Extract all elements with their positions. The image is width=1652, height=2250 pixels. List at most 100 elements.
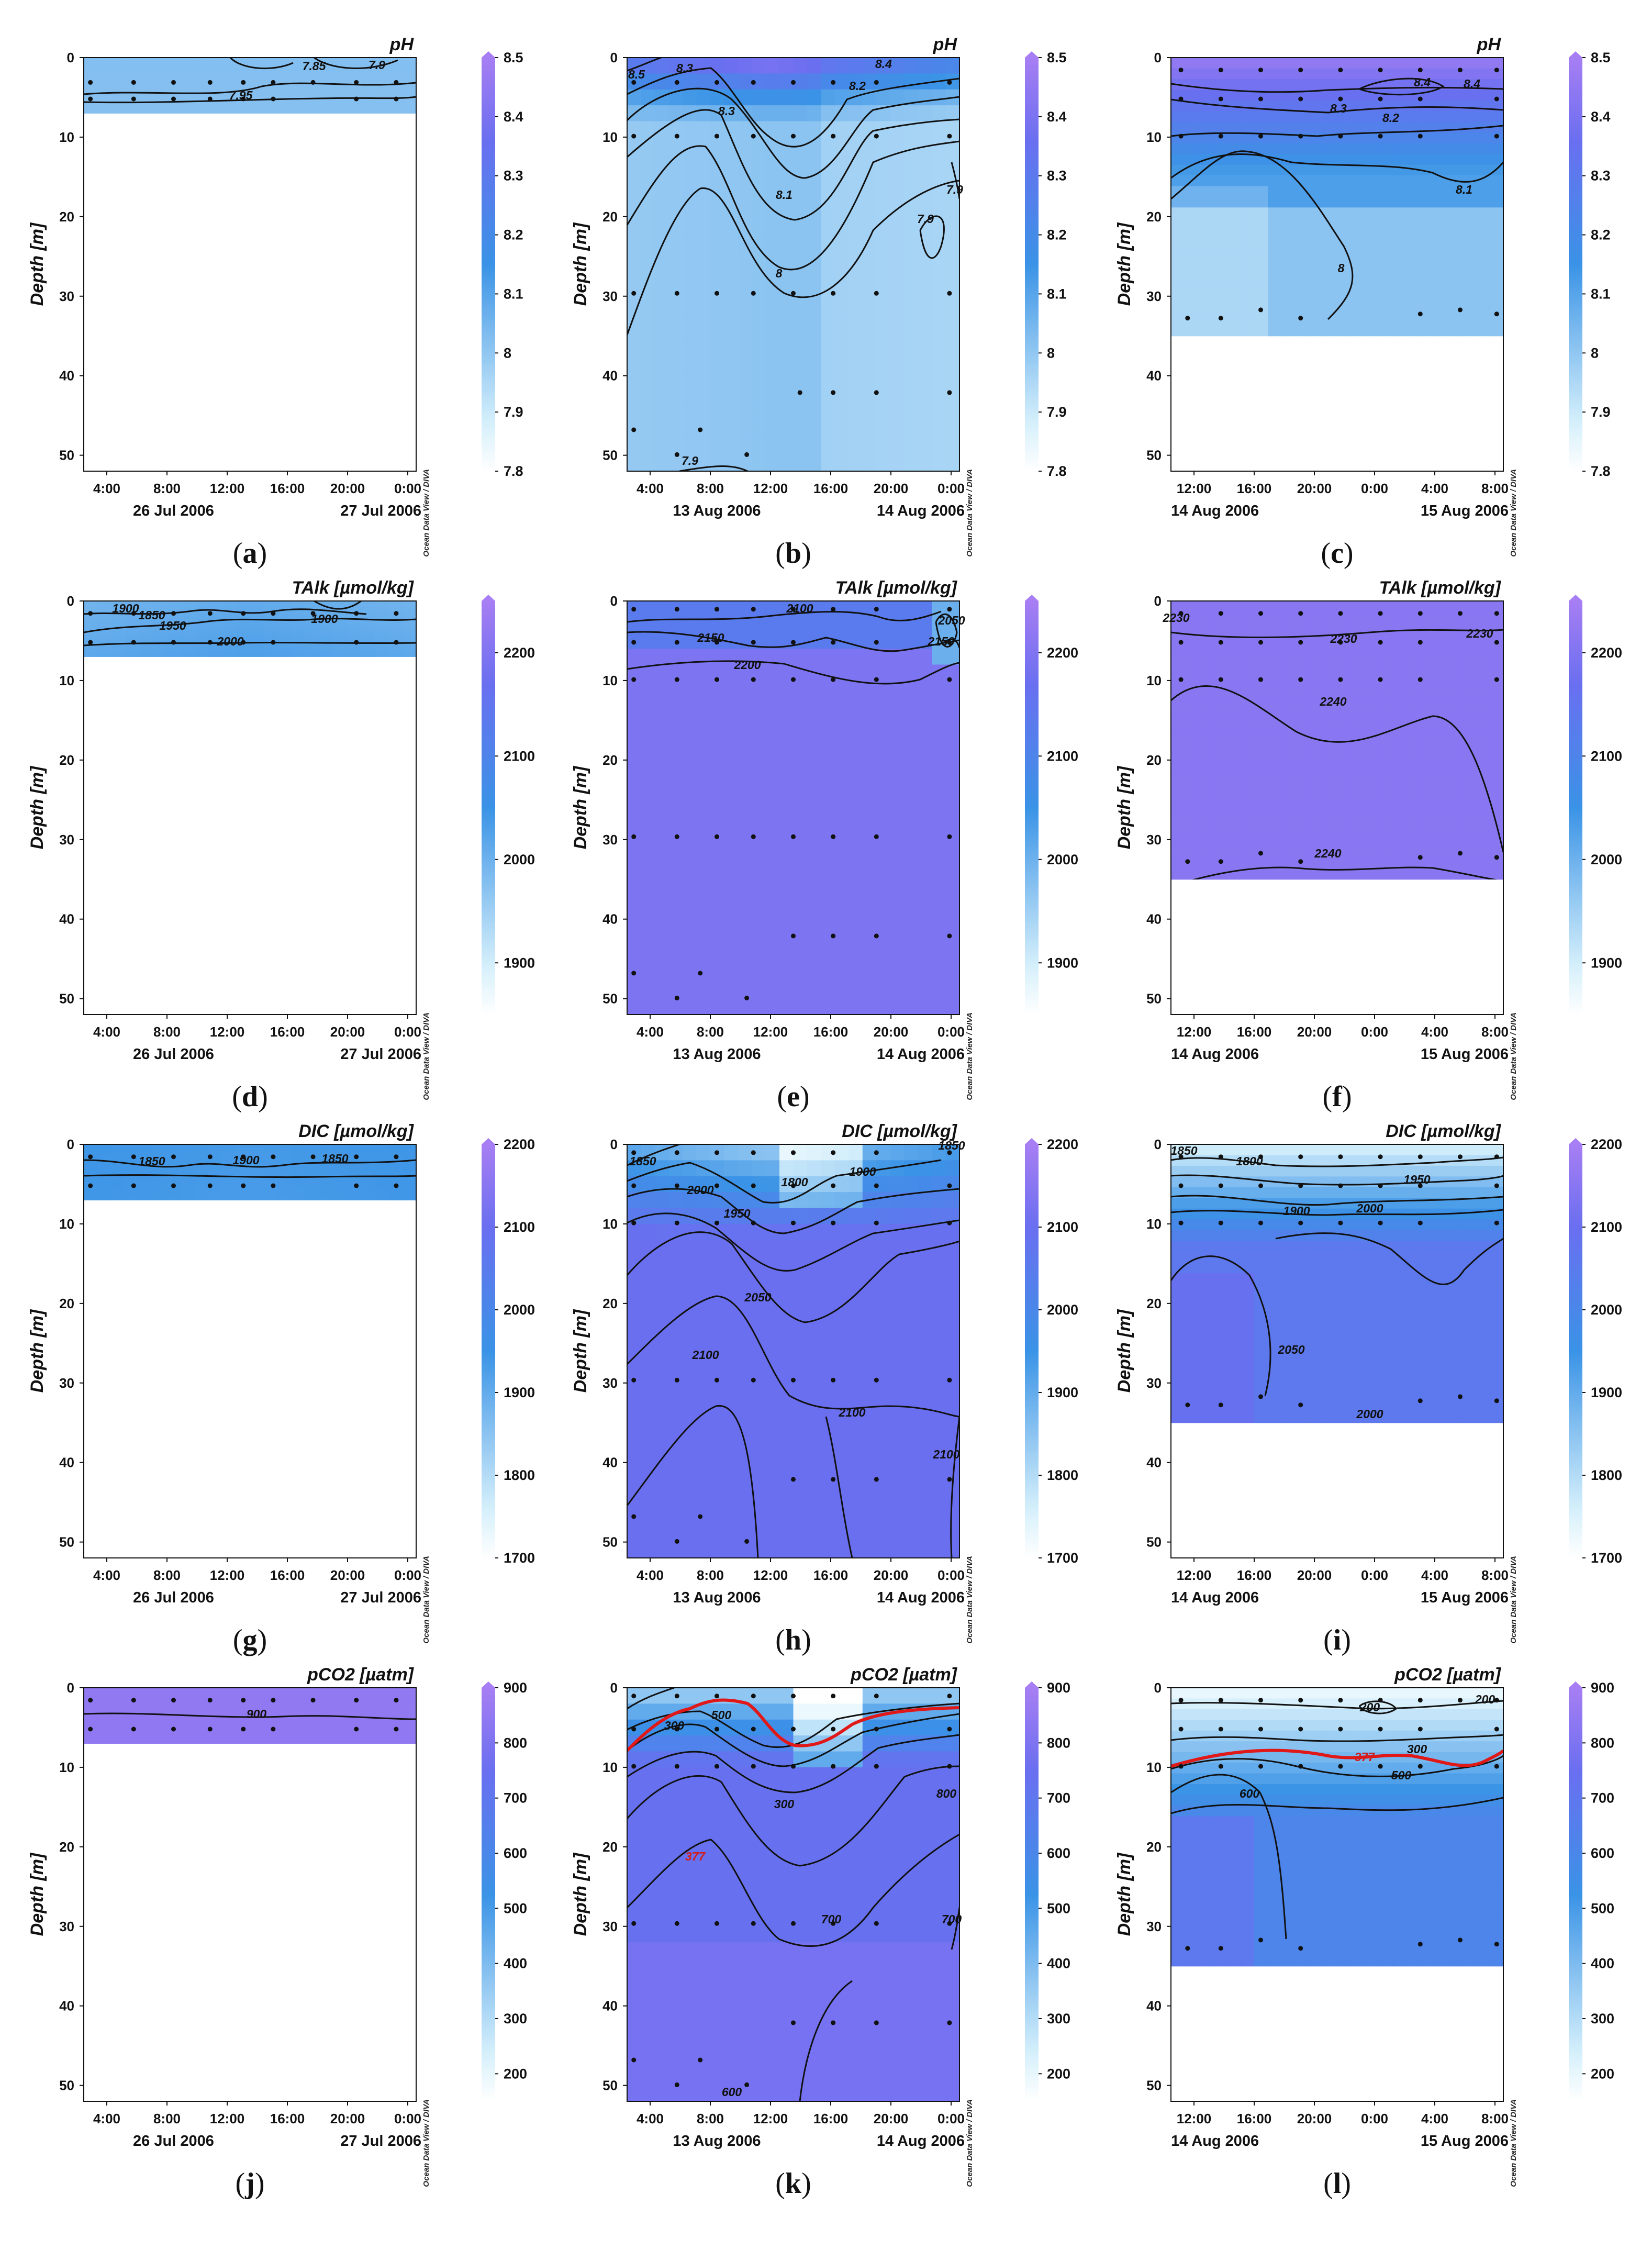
heatmap-cell bbox=[305, 654, 320, 657]
heatmap-cell bbox=[1489, 272, 1504, 283]
heatmap-cell bbox=[1281, 686, 1296, 698]
sample-point bbox=[88, 1154, 93, 1160]
heatmap-cell bbox=[849, 728, 863, 745]
heatmap-cell bbox=[1240, 622, 1255, 633]
heatmap-cell bbox=[1461, 772, 1476, 784]
contour-line bbox=[1171, 98, 1503, 114]
heatmap-cell bbox=[291, 72, 306, 75]
contour-line bbox=[679, 465, 748, 471]
heatmap-cell bbox=[333, 611, 348, 615]
heatmap-cell bbox=[305, 1178, 320, 1182]
heatmap-cell bbox=[724, 760, 739, 776]
heatmap-cell bbox=[904, 343, 919, 360]
heatmap-cell bbox=[402, 643, 417, 647]
heatmap-cell bbox=[752, 887, 766, 904]
heatmap-cell bbox=[361, 616, 375, 619]
heatmap-cell bbox=[1350, 751, 1366, 762]
heatmap-cell bbox=[1420, 772, 1435, 784]
heatmap-cell bbox=[752, 455, 766, 472]
heatmap-cell bbox=[166, 627, 181, 629]
heatmap-cell bbox=[305, 1185, 320, 1188]
heatmap-cell bbox=[654, 871, 669, 888]
sample-point bbox=[1298, 133, 1303, 139]
heatmap-cell bbox=[153, 627, 168, 629]
heatmap-cell bbox=[347, 650, 361, 653]
heatmap-cell bbox=[1171, 740, 1186, 751]
heatmap-cell bbox=[361, 72, 375, 75]
heatmap-cell bbox=[402, 92, 417, 95]
heatmap-cell bbox=[250, 631, 264, 633]
heatmap-cell bbox=[1392, 676, 1407, 687]
heatmap-cell bbox=[876, 760, 891, 776]
heatmap-cell bbox=[1392, 633, 1407, 644]
heatmap-cell bbox=[125, 645, 140, 649]
heatmap-cell bbox=[1281, 826, 1296, 837]
heatmap-cell bbox=[1378, 207, 1393, 219]
heatmap-cell bbox=[834, 439, 849, 456]
heatmap-cell bbox=[277, 639, 292, 642]
heatmap-cell bbox=[374, 1172, 389, 1175]
heatmap-cell bbox=[194, 1170, 209, 1173]
heatmap-cell bbox=[1268, 654, 1282, 666]
heatmap-cell bbox=[945, 201, 960, 217]
heatmap-cell bbox=[1240, 751, 1255, 762]
heatmap-cell bbox=[793, 280, 808, 297]
heatmap-cell bbox=[333, 90, 348, 93]
heatmap-cell bbox=[194, 614, 209, 617]
heatmap-cell bbox=[821, 264, 835, 281]
x-tick-label: 20:00 bbox=[330, 1024, 365, 1040]
heatmap-cell bbox=[1337, 196, 1352, 208]
heatmap-cell bbox=[1350, 143, 1366, 154]
heatmap-cell bbox=[388, 72, 403, 75]
heatmap-cell bbox=[1171, 304, 1186, 315]
heatmap-cell bbox=[153, 94, 168, 97]
heatmap-cell bbox=[1185, 622, 1199, 633]
heatmap-cell bbox=[1461, 601, 1476, 612]
heatmap-cell bbox=[724, 696, 739, 713]
heatmap-cell bbox=[347, 111, 361, 114]
heatmap-cell bbox=[1420, 676, 1435, 687]
heatmap-cell bbox=[779, 696, 794, 713]
heatmap-cell bbox=[1281, 697, 1296, 709]
heatmap-cell bbox=[1406, 111, 1421, 122]
heatmap-cell bbox=[263, 1159, 278, 1162]
heatmap-cell bbox=[1476, 293, 1490, 304]
heatmap-cell bbox=[97, 1144, 112, 1147]
heatmap-cell bbox=[402, 1183, 417, 1186]
heatmap-cell bbox=[752, 935, 766, 952]
heatmap-cell bbox=[97, 72, 112, 75]
sample-point bbox=[88, 1183, 93, 1188]
heatmap-cell bbox=[361, 1146, 375, 1149]
heatmap-cell bbox=[1323, 654, 1338, 666]
heatmap-cell bbox=[166, 629, 181, 631]
heatmap-cell bbox=[627, 1303, 642, 1320]
heatmap-cell bbox=[793, 855, 808, 872]
heatmap-cell bbox=[166, 94, 181, 97]
heatmap-cell bbox=[1323, 729, 1338, 741]
heatmap-cell bbox=[402, 1161, 417, 1164]
heatmap-cell bbox=[402, 62, 417, 64]
heatmap-cell bbox=[807, 903, 822, 920]
heatmap-cell bbox=[904, 632, 919, 649]
heatmap-cell bbox=[333, 1176, 348, 1179]
heatmap-cell bbox=[166, 85, 181, 88]
heatmap-cell bbox=[1365, 643, 1379, 655]
heatmap-cell bbox=[918, 328, 932, 344]
heatmap-cell bbox=[904, 423, 919, 440]
heatmap-cell bbox=[194, 81, 209, 84]
heatmap-cell bbox=[97, 1180, 112, 1184]
heatmap-cell bbox=[1476, 68, 1490, 80]
sample-point bbox=[947, 291, 952, 296]
sample-point bbox=[1378, 677, 1383, 682]
heatmap-cell bbox=[277, 1180, 292, 1184]
heatmap-cell bbox=[125, 620, 140, 623]
heatmap-cell bbox=[291, 1183, 306, 1186]
heatmap-cell bbox=[834, 744, 849, 761]
heatmap-cell bbox=[388, 100, 403, 103]
y-axis-label: Depth [m] bbox=[27, 222, 47, 306]
heatmap-cell bbox=[1171, 676, 1186, 687]
heatmap-cell bbox=[1378, 100, 1393, 112]
heatmap-cell bbox=[236, 1149, 251, 1151]
heatmap-cell bbox=[1434, 164, 1448, 176]
